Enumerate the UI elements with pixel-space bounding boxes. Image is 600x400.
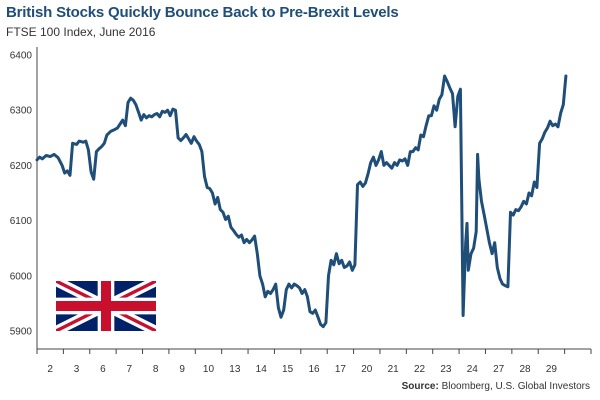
source-label: Source:: [402, 381, 439, 392]
source-text: Bloomberg, U.S. Global Investors: [442, 381, 590, 392]
x-tick-label: 17: [335, 364, 347, 375]
y-tick-label: 6400: [10, 51, 33, 62]
x-tick-label: 10: [203, 364, 215, 375]
source-note: Source: Bloomberg, U.S. Global Investors: [402, 381, 590, 392]
x-tick-label: 8: [153, 364, 159, 375]
x-tick-label: 23: [440, 364, 452, 375]
x-tick-label: 9: [179, 364, 185, 375]
x-tick-label: 14: [256, 364, 268, 375]
y-tick-label: 6200: [10, 161, 33, 172]
x-tick-label: 20: [361, 364, 373, 375]
y-tick-label: 6300: [10, 106, 33, 117]
ftse-line-chart: 590060006100620063006400 2 3 6 7 8 9 10 13 14 15 1…: [0, 0, 600, 400]
x-tick-label: 22: [414, 364, 426, 375]
x-tick-label: 15: [282, 364, 294, 375]
x-tick-label: 7: [127, 364, 133, 375]
x-tick-label: 6: [100, 364, 106, 375]
x-tick-label: 13: [229, 364, 241, 375]
y-axis: 5900 6000 6100 6200 6300 6400: [10, 47, 37, 349]
x-tick-label: 29: [546, 364, 558, 375]
x-tick-label: 28: [519, 364, 531, 375]
x-tick-label: 21: [388, 364, 400, 375]
y-tick-label: 6000: [10, 271, 33, 282]
y-tick-label: 6100: [10, 216, 33, 227]
x-tick-label: 16: [308, 364, 320, 375]
x-tick-label: 2: [47, 364, 53, 375]
x-axis: 2 3 6 7 8 9 10 13 14 15 16 17 20 21 22 23 24 27 28 29: [37, 349, 591, 375]
union-jack-flag-icon: [56, 281, 156, 331]
x-tick-label: 27: [493, 364, 505, 375]
x-tick-label: 3: [74, 364, 80, 375]
x-tick-label: 24: [467, 364, 479, 375]
y-tick-label: 5900: [10, 327, 33, 338]
